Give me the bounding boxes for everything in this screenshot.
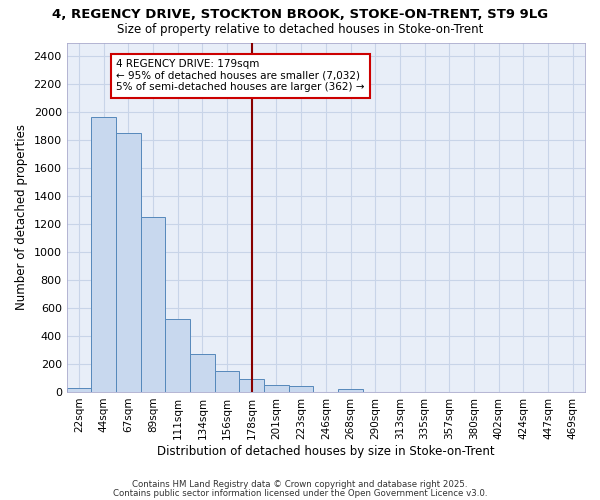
Bar <box>141 217 166 392</box>
X-axis label: Distribution of detached houses by size in Stoke-on-Trent: Distribution of detached houses by size … <box>157 444 494 458</box>
Bar <box>239 380 264 392</box>
Bar <box>116 132 141 392</box>
Text: Size of property relative to detached houses in Stoke-on-Trent: Size of property relative to detached ho… <box>117 22 483 36</box>
Text: 4 REGENCY DRIVE: 179sqm
← 95% of detached houses are smaller (7,032)
5% of semi-: 4 REGENCY DRIVE: 179sqm ← 95% of detache… <box>116 60 365 92</box>
Bar <box>264 385 289 392</box>
Bar <box>190 354 215 392</box>
Bar <box>166 320 190 392</box>
Bar <box>91 116 116 392</box>
Bar <box>338 389 363 392</box>
Text: Contains public sector information licensed under the Open Government Licence v3: Contains public sector information licen… <box>113 488 487 498</box>
Text: 4, REGENCY DRIVE, STOCKTON BROOK, STOKE-ON-TRENT, ST9 9LG: 4, REGENCY DRIVE, STOCKTON BROOK, STOKE-… <box>52 8 548 20</box>
Bar <box>289 386 313 392</box>
Bar <box>67 388 91 392</box>
Y-axis label: Number of detached properties: Number of detached properties <box>15 124 28 310</box>
Bar <box>215 371 239 392</box>
Text: Contains HM Land Registry data © Crown copyright and database right 2025.: Contains HM Land Registry data © Crown c… <box>132 480 468 489</box>
